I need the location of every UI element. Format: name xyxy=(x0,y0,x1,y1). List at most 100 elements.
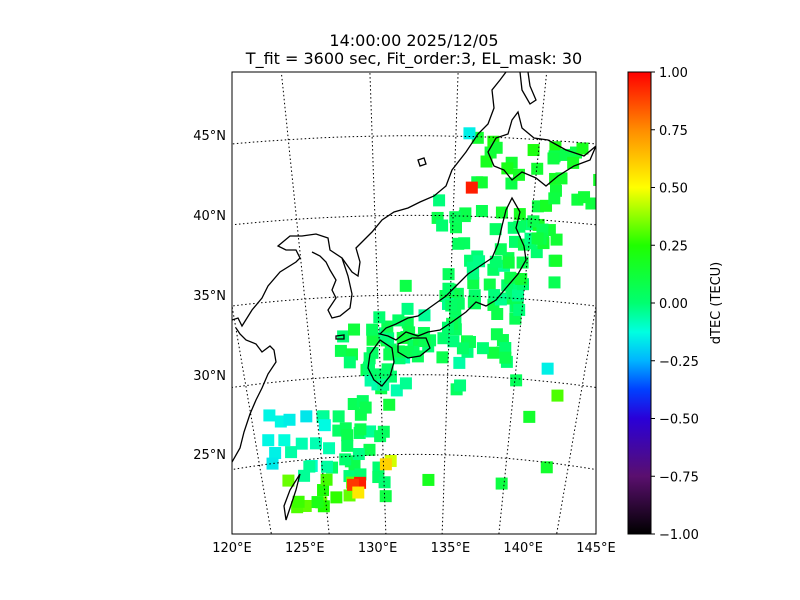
dtec-cell xyxy=(343,356,356,369)
dtec-cell xyxy=(550,254,563,267)
dtec-cell xyxy=(442,282,455,295)
dtec-cell xyxy=(491,307,504,320)
dtec-cell xyxy=(585,197,596,210)
dtec-cell xyxy=(390,384,403,397)
coastline-continent xyxy=(232,72,507,328)
dtec-point xyxy=(541,362,554,375)
colorbar-tick-label: 0.25 xyxy=(659,239,688,254)
dtec-cell xyxy=(354,423,367,436)
dtec-cell xyxy=(285,446,298,459)
dtec-point xyxy=(311,496,324,509)
colorbar-tick-label: −1.00 xyxy=(659,528,699,543)
colorbar-tick-label: −0.25 xyxy=(659,355,699,370)
dtec-cell xyxy=(320,473,333,486)
dtec-cell xyxy=(476,342,489,355)
dtec-cell xyxy=(269,446,282,459)
dtec-cell xyxy=(378,476,391,489)
dtec-cell xyxy=(548,276,561,289)
colorbar-tick-label: 0.00 xyxy=(659,297,688,312)
parallel-line xyxy=(232,453,596,471)
dtec-cell xyxy=(550,233,563,246)
dtec-cell xyxy=(339,453,352,466)
dtec-cell xyxy=(366,333,379,346)
parallel-line xyxy=(383,533,445,534)
dtec-cell xyxy=(511,289,524,302)
dtec-cell xyxy=(488,289,501,302)
dtec-cell xyxy=(337,330,350,343)
colorbar-tick-label: 1.00 xyxy=(659,66,688,81)
colorbar-tick-label: 0.75 xyxy=(659,124,688,139)
colorbar-tick-label: −0.75 xyxy=(659,470,699,485)
longitude-tick-label: 130°E xyxy=(358,541,398,556)
dtec-cell xyxy=(475,204,488,217)
dtec-cell xyxy=(348,458,361,471)
dtec-cell xyxy=(352,448,365,461)
dtec-cell xyxy=(548,192,561,205)
dtec-cell xyxy=(490,141,503,154)
dtec-cell xyxy=(442,268,455,281)
dtec-point xyxy=(523,410,536,423)
coastline-hokkaido xyxy=(487,110,596,187)
dtec-cell xyxy=(332,410,345,423)
dtec-cell xyxy=(449,211,462,224)
latitude-tick-label: 35°N xyxy=(193,289,226,304)
dtec-point xyxy=(422,473,435,486)
dtec-cell xyxy=(531,232,544,245)
dtec-cell xyxy=(317,484,330,497)
coastline-china-south xyxy=(232,327,277,463)
dtec-cell xyxy=(334,344,347,357)
dtec-point xyxy=(495,477,508,490)
map-area xyxy=(232,72,596,534)
dtec-cell xyxy=(320,460,333,473)
dtec-cell xyxy=(330,491,343,504)
latitude-tick-label: 30°N xyxy=(193,369,226,384)
coastline-jeju xyxy=(335,334,345,340)
dtec-cell xyxy=(341,429,354,442)
dtec-point xyxy=(463,127,476,140)
parallel-line xyxy=(232,135,596,145)
dtec-data-layer xyxy=(262,127,596,514)
parallel-line xyxy=(232,294,596,307)
dtec-cell xyxy=(567,156,580,169)
chart-title-line-1: 14:00:00 2025/12/05 xyxy=(329,31,498,50)
coastline-shikoku xyxy=(397,337,431,359)
dtec-cell xyxy=(480,155,493,168)
dtec-cell xyxy=(402,345,415,358)
colorbar: 1.00 0.75 0.50 0.25 0.00 −0.25 −0.50 −0.75 −1.00… xyxy=(627,66,724,543)
longitude-tick-labels: 120°E 125°E 130°E 135°E 140°E 145°E xyxy=(212,541,616,556)
dtec-cell xyxy=(292,495,305,508)
dtec-cell xyxy=(262,434,275,447)
dtec-point xyxy=(510,374,523,387)
dtec-cell xyxy=(483,278,496,291)
dtec-cell xyxy=(348,323,361,336)
dtec-cell xyxy=(362,361,375,374)
dtec-cell xyxy=(445,299,458,312)
longitude-tick-label: 135°E xyxy=(431,541,471,556)
dtec-cell xyxy=(282,474,295,487)
dtec-cell xyxy=(372,368,385,381)
dtec-cell xyxy=(441,321,454,334)
dtec-cell xyxy=(283,413,296,426)
dtec-cell xyxy=(473,255,486,268)
dtec-point xyxy=(551,389,564,402)
dtec-cell xyxy=(303,460,316,473)
dtec-cell xyxy=(487,346,500,359)
colorbar-label: dTEC (TECU) xyxy=(709,262,724,345)
dtec-cell xyxy=(295,437,308,450)
colorbar-tick-label: 0.50 xyxy=(659,182,688,197)
dtec-cell xyxy=(374,430,387,443)
dtec-cell xyxy=(266,457,279,470)
dtec-cell xyxy=(399,377,412,390)
dtec-point xyxy=(465,181,478,194)
coastline-korea xyxy=(311,251,353,319)
longitude-tick-label: 120°E xyxy=(212,541,252,556)
dtec-cell xyxy=(363,443,376,456)
dtec-cell xyxy=(401,302,414,315)
dtec-cell xyxy=(436,219,449,232)
dtec-point xyxy=(379,458,392,471)
longitude-tick-label: 145°E xyxy=(576,541,616,556)
latitude-tick-labels: 25°N 30°N 35°N 40°N 45°N xyxy=(193,129,226,463)
coastline-honshu xyxy=(378,196,527,341)
dtec-cell xyxy=(454,379,467,392)
dtec-cell xyxy=(490,328,503,341)
